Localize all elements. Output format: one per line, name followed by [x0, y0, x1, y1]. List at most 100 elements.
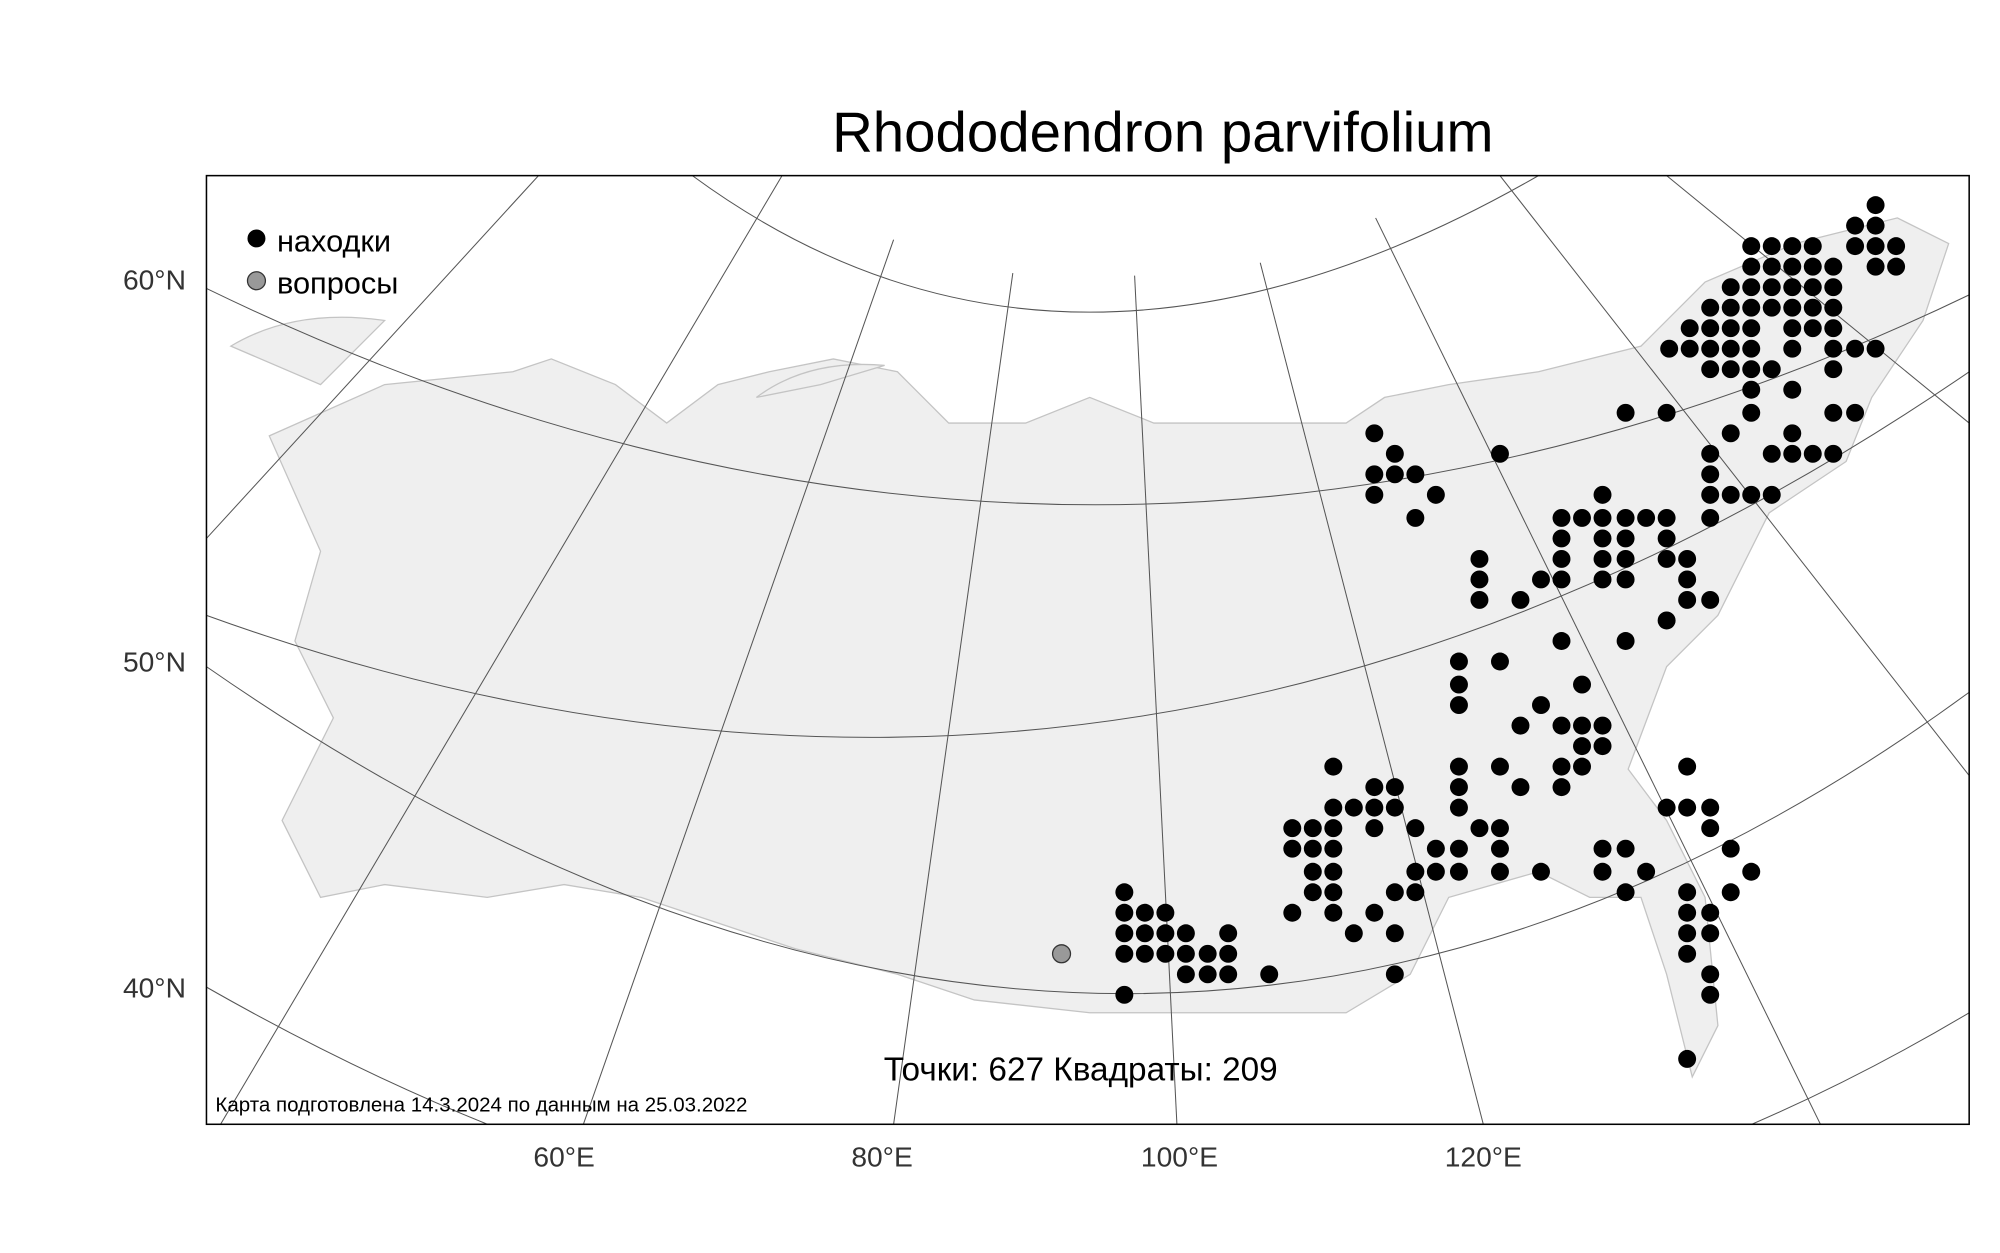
land: [268, 217, 1950, 1079]
occurrence-dot: [1593, 839, 1612, 858]
occurrence-dot: [1449, 757, 1468, 776]
stats: Точки: 627 Квадраты: 209: [884, 1052, 1278, 1089]
occurrence-dot: [1426, 839, 1445, 858]
occurrence-dot: [1176, 944, 1195, 963]
occurrence-dot: [1783, 319, 1802, 338]
occurrence-dot: [1637, 508, 1656, 527]
occurrence-dot: [1678, 549, 1697, 568]
occurrence-dot: [1824, 339, 1843, 358]
meridian: [1375, 217, 1821, 1125]
occurrence-dot: [1701, 590, 1720, 609]
occurrence-dot: [1303, 883, 1322, 902]
map-title: Rhododendron parvifolium: [832, 100, 1493, 163]
occurrence-dot: [1701, 339, 1720, 358]
occurrence-dot: [1426, 862, 1445, 881]
occurrence-dot: [1887, 237, 1906, 256]
occurrence-dot: [1115, 883, 1134, 902]
occurrence-dot: [1406, 465, 1425, 484]
occurrence-dot: [1573, 737, 1591, 756]
occurrence-dot: [1449, 798, 1468, 817]
occurrence-dot: [1593, 529, 1612, 548]
occurrence-dot: [1657, 403, 1676, 422]
meridian: [220, 175, 783, 1125]
occurrence-dot: [1616, 529, 1635, 548]
occurrence-dot: [1449, 652, 1468, 671]
occurrence-dot: [1324, 839, 1343, 858]
occurrence-dot: [1866, 196, 1885, 215]
occurrence-dot: [1657, 529, 1676, 548]
occurrence-dot: [1742, 319, 1761, 338]
occurrence-dot: [1660, 339, 1679, 358]
island: [229, 316, 885, 399]
occurrence-dot: [1721, 319, 1740, 338]
occurrence-dot: [1701, 985, 1720, 1004]
occurrence-dot: [1552, 632, 1571, 650]
occurrence-dot: [1115, 944, 1134, 963]
occurrence-dot: [1616, 839, 1635, 858]
occurrence-dot: [1701, 319, 1720, 338]
occurrence-dot: [1303, 862, 1322, 881]
occurrence-dot: [1552, 508, 1571, 527]
occurrence-dot: [1532, 862, 1550, 881]
occurrence-dot: [1365, 819, 1384, 838]
meridian: [1499, 175, 1970, 776]
occurrence-dot: [1406, 508, 1425, 527]
occurrence-dot: [1824, 257, 1843, 276]
legend-marker-questions: [246, 271, 267, 291]
occurrence-dot: [1470, 819, 1489, 838]
occurrence-dot: [1115, 903, 1134, 922]
occurrence-dot: [1762, 360, 1781, 379]
occurrence-dot: [1803, 257, 1822, 276]
occurrence-dot: [1283, 903, 1302, 922]
occurrence-dot: [1176, 965, 1195, 984]
occurrence-dot: [1783, 339, 1802, 358]
occurrence-dot: [1532, 570, 1550, 589]
occurrence-dot: [1573, 508, 1591, 527]
footer-note: Карта подготовлена 14.3.2024 по данным н…: [215, 1093, 747, 1116]
occurrence-dot: [1385, 883, 1404, 902]
occurrence-dot: [1866, 257, 1885, 276]
lat-label: 60°N: [123, 264, 186, 296]
parallel: [692, 175, 1539, 313]
occurrence-dot: [1846, 216, 1865, 235]
occurrence-dot: [1573, 675, 1591, 694]
occurrence-dot: [1490, 862, 1509, 881]
occurrence-dot: [1701, 485, 1720, 504]
occurrence-dot: [1742, 298, 1761, 317]
occurrence-dot: [1156, 903, 1175, 922]
meridian: [582, 239, 895, 1125]
occurrence-dot: [1762, 278, 1781, 297]
occurrence-dot: [1324, 883, 1343, 902]
lon-label: 100°E: [1141, 1141, 1218, 1173]
occurrence-dot: [1721, 298, 1740, 317]
occurrence-dot: [1426, 485, 1445, 504]
occurrence-dot: [1803, 298, 1822, 317]
occurrence-dot: [1135, 944, 1154, 963]
occurrence-dot: [1783, 298, 1802, 317]
occurrence-dot: [1593, 737, 1612, 756]
occurrence-dot: [1783, 444, 1802, 463]
occurrence-dot: [1511, 778, 1530, 797]
occurrence-dot: [1385, 798, 1404, 817]
occurrence-dot: [1742, 257, 1761, 276]
occurrence-dot: [1593, 485, 1612, 504]
occurrence-dot: [1866, 216, 1885, 235]
occurrence-dot: [1198, 944, 1217, 963]
meridian: [1259, 262, 1484, 1125]
occurrence-dot: [1846, 339, 1865, 358]
occurrences: [1051, 196, 1906, 1068]
occurrence-dot: [1678, 883, 1697, 902]
occurrence-dot: [1616, 632, 1635, 650]
occurrence-dot: [1593, 862, 1612, 881]
occurrence-dot: [1742, 485, 1761, 504]
occurrence-dot: [1762, 237, 1781, 256]
occurrence-dot: [1678, 944, 1697, 963]
occurrence-dot: [1385, 924, 1404, 943]
occurrence-dot: [1701, 924, 1720, 943]
occurrence-dot: [1678, 924, 1697, 943]
occurrence-dot: [1593, 570, 1612, 589]
occurrence-dot: [1742, 339, 1761, 358]
occurrence-dot: [1680, 319, 1699, 338]
occurrence-dot: [1115, 985, 1134, 1004]
occurrence-dot: [1846, 403, 1865, 422]
